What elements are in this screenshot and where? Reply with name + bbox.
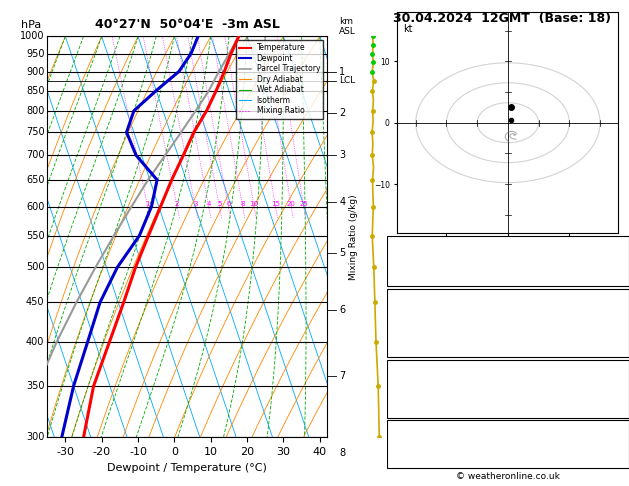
- Text: 2: 2: [175, 201, 179, 207]
- Text: 850: 850: [26, 86, 45, 96]
- Text: 4: 4: [339, 197, 345, 207]
- Text: 1: 1: [615, 458, 621, 469]
- Text: kt: kt: [403, 24, 413, 35]
- Text: EH: EH: [394, 430, 408, 439]
- Text: SREH: SREH: [394, 439, 422, 449]
- Text: CAPE (J): CAPE (J): [394, 398, 436, 408]
- Text: CIN (J): CIN (J): [394, 408, 426, 418]
- Text: Pressure (mb): Pressure (mb): [394, 369, 467, 379]
- Text: 4: 4: [206, 201, 211, 207]
- Text: θᵉ(K): θᵉ(K): [394, 318, 420, 328]
- Text: 0: 0: [615, 408, 621, 418]
- Text: CAPE (J): CAPE (J): [394, 337, 436, 347]
- Text: 1: 1: [145, 201, 150, 207]
- Text: CIN (J): CIN (J): [394, 347, 426, 357]
- Text: 0: 0: [615, 337, 621, 347]
- Text: 450: 450: [26, 297, 45, 307]
- Legend: Temperature, Dewpoint, Parcel Trajectory, Dry Adiabat, Wet Adiabat, Isotherm, Mi: Temperature, Dewpoint, Parcel Trajectory…: [236, 40, 323, 119]
- Text: Hodograph: Hodograph: [476, 421, 540, 432]
- Text: 3: 3: [193, 201, 198, 207]
- Text: 30: 30: [609, 257, 621, 267]
- Text: 3: 3: [339, 150, 345, 160]
- Text: 2: 2: [339, 108, 345, 118]
- Text: Mixing Ratio (g/kg): Mixing Ratio (g/kg): [348, 194, 357, 280]
- Text: 900: 900: [26, 67, 45, 76]
- Text: 300: 300: [26, 433, 45, 442]
- Text: Lifted Index: Lifted Index: [394, 388, 455, 399]
- Text: Temp (°C): Temp (°C): [394, 298, 445, 308]
- Text: LCL: LCL: [339, 76, 355, 86]
- Text: 700: 700: [26, 150, 45, 160]
- Text: 750: 750: [26, 127, 45, 137]
- Text: Totals Totals: Totals Totals: [394, 257, 457, 267]
- Text: Surface: Surface: [486, 290, 530, 300]
- Text: 950: 950: [26, 49, 45, 58]
- Text: 1000: 1000: [20, 32, 45, 41]
- Bar: [387, 420, 629, 469]
- Text: hPa: hPa: [21, 20, 42, 31]
- Bar: [387, 289, 629, 357]
- Text: 17.7: 17.7: [598, 298, 621, 308]
- Text: 306: 306: [602, 318, 621, 328]
- Bar: [387, 236, 629, 286]
- Text: 5: 5: [217, 201, 221, 207]
- Text: 15: 15: [608, 439, 621, 449]
- Text: 230°: 230°: [597, 449, 621, 459]
- Text: © weatheronline.co.uk: © weatheronline.co.uk: [456, 472, 560, 481]
- Text: 600: 600: [26, 202, 45, 211]
- Text: 13: 13: [608, 328, 621, 338]
- Text: 350: 350: [26, 381, 45, 391]
- Text: 8: 8: [615, 388, 621, 399]
- Text: 6.5: 6.5: [605, 308, 621, 318]
- Text: 500: 500: [26, 262, 45, 272]
- Text: PW (cm): PW (cm): [394, 273, 438, 283]
- Text: StmDir: StmDir: [394, 449, 430, 459]
- Text: 313: 313: [602, 379, 621, 389]
- Text: 400: 400: [26, 337, 45, 347]
- Text: 17: 17: [608, 430, 621, 439]
- Text: 15: 15: [271, 201, 280, 207]
- Text: 6: 6: [339, 305, 345, 315]
- Text: 800: 800: [26, 106, 45, 116]
- Text: 5: 5: [339, 248, 345, 258]
- Title: 40°27'N  50°04'E  -3m ASL: 40°27'N 50°04'E -3m ASL: [95, 18, 279, 31]
- X-axis label: Dewpoint / Temperature (°C): Dewpoint / Temperature (°C): [107, 463, 267, 473]
- Bar: [387, 360, 629, 418]
- Text: 6: 6: [226, 201, 230, 207]
- Text: 10: 10: [250, 201, 259, 207]
- Text: 8: 8: [240, 201, 245, 207]
- Text: 550: 550: [26, 230, 45, 241]
- Text: 1: 1: [339, 67, 345, 77]
- Text: Dewp (°C): Dewp (°C): [394, 308, 447, 318]
- Text: -4: -4: [611, 241, 621, 251]
- Text: 7: 7: [339, 371, 345, 381]
- Text: 0: 0: [615, 398, 621, 408]
- Text: km
ASL: km ASL: [339, 17, 356, 36]
- Text: K: K: [394, 241, 401, 251]
- Text: 8: 8: [339, 448, 345, 458]
- Text: 0.67: 0.67: [599, 273, 621, 283]
- Text: 650: 650: [26, 175, 45, 185]
- Text: StmSpd (kt): StmSpd (kt): [394, 458, 457, 469]
- Text: θᵉ (K): θᵉ (K): [394, 379, 423, 389]
- Text: 0: 0: [615, 347, 621, 357]
- Text: 25: 25: [299, 201, 308, 207]
- Text: Most Unstable: Most Unstable: [465, 361, 550, 371]
- Text: 20: 20: [287, 201, 296, 207]
- Text: Lifted Index: Lifted Index: [394, 328, 455, 338]
- Text: 30.04.2024  12GMT  (Base: 18): 30.04.2024 12GMT (Base: 18): [393, 12, 611, 25]
- Text: 750: 750: [602, 369, 621, 379]
